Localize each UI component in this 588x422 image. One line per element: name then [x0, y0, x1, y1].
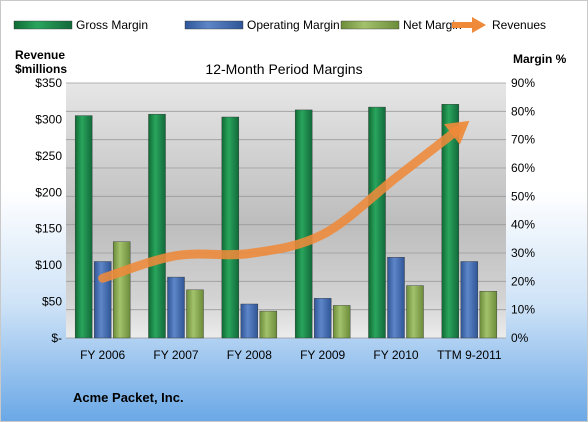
left-axis-title-line2: $millions	[15, 62, 67, 76]
category-label: FY 2009	[300, 348, 345, 362]
left-tick-label: $350	[35, 76, 62, 90]
bar-operating-margin	[387, 257, 405, 339]
revenue-series	[98, 120, 470, 283]
category-label: TTM 9-2011	[437, 348, 502, 362]
left-tick-label: $-	[51, 331, 62, 345]
plot-area	[66, 83, 506, 338]
right-axis-title: Margin %	[513, 52, 567, 66]
legend-label: Gross Margin	[76, 18, 148, 32]
left-tick-label: $200	[35, 185, 62, 199]
right-tick-label: 40%	[511, 218, 535, 232]
right-tick-label: 10%	[511, 303, 535, 317]
legend-label: Revenues	[492, 18, 546, 32]
bar-gross-margin	[74, 115, 93, 339]
chart-title: 12-Month Period Margins	[205, 61, 362, 77]
bar-gross-margin	[294, 109, 313, 339]
legend-swatch	[13, 20, 73, 30]
right-tick-label: 70%	[511, 133, 535, 147]
bar-net-margin	[332, 305, 351, 339]
bar-gross-margin	[368, 106, 386, 339]
left-tick-label: $50	[42, 295, 62, 309]
right-tick-label: 0%	[511, 331, 529, 345]
revenue-arrowhead	[443, 120, 470, 145]
legend-arrow-icon	[472, 17, 486, 33]
category-label: FY 2007	[153, 348, 198, 362]
bar-operating-margin	[460, 261, 479, 339]
category-label: FY 2008	[227, 348, 272, 362]
right-tick-label: 20%	[511, 274, 535, 288]
gridlines	[66, 82, 506, 339]
bar-net-margin	[259, 310, 278, 339]
right-tick-label: 30%	[511, 246, 535, 260]
legend-swatch	[340, 20, 400, 30]
left-tick-label: $100	[35, 258, 62, 272]
bar-net-margin	[406, 285, 424, 339]
bar-net-margin	[112, 241, 131, 339]
legend-label: Net Margin	[403, 18, 462, 32]
bar-operating-margin	[167, 276, 185, 339]
left-axis-ticks: $350 $300 $250 $200 $150 $100 $50 $-	[35, 76, 62, 345]
bar-net-margin	[479, 291, 498, 339]
left-tick-label: $300	[35, 112, 62, 126]
company-name: Acme Packet, Inc.	[73, 390, 184, 405]
category-label: FY 2010	[373, 348, 418, 362]
bar-operating-margin	[240, 303, 259, 339]
legend: Gross Margin Operating Margin Net Margin Re…	[13, 17, 546, 33]
bar-operating-margin	[313, 298, 332, 339]
right-tick-label: 60%	[511, 161, 535, 175]
bar-gross-margin	[148, 113, 166, 339]
left-axis-title-line1: Revenue	[15, 48, 65, 62]
bar-gross-margin	[441, 104, 460, 339]
legend-swatch	[184, 20, 244, 30]
right-axis-ticks: 90% 80% 70% 60% 50% 40% 30% 20% 10% 0%	[511, 76, 535, 345]
right-tick-label: 90%	[511, 76, 535, 90]
left-tick-label: $250	[35, 149, 62, 163]
left-tick-label: $150	[35, 222, 62, 236]
legend-label: Operating Margin	[247, 18, 340, 32]
right-tick-label: 50%	[511, 189, 535, 203]
bar-gross-margin	[221, 116, 240, 339]
revenue-line	[98, 125, 462, 283]
category-label: FY 2006	[80, 348, 125, 362]
right-tick-label: 80%	[511, 104, 535, 118]
bar-net-margin	[186, 289, 204, 339]
category-labels: FY 2006 FY 2007 FY 2008 FY 2009 FY 2010 TTM 9…	[80, 348, 502, 362]
